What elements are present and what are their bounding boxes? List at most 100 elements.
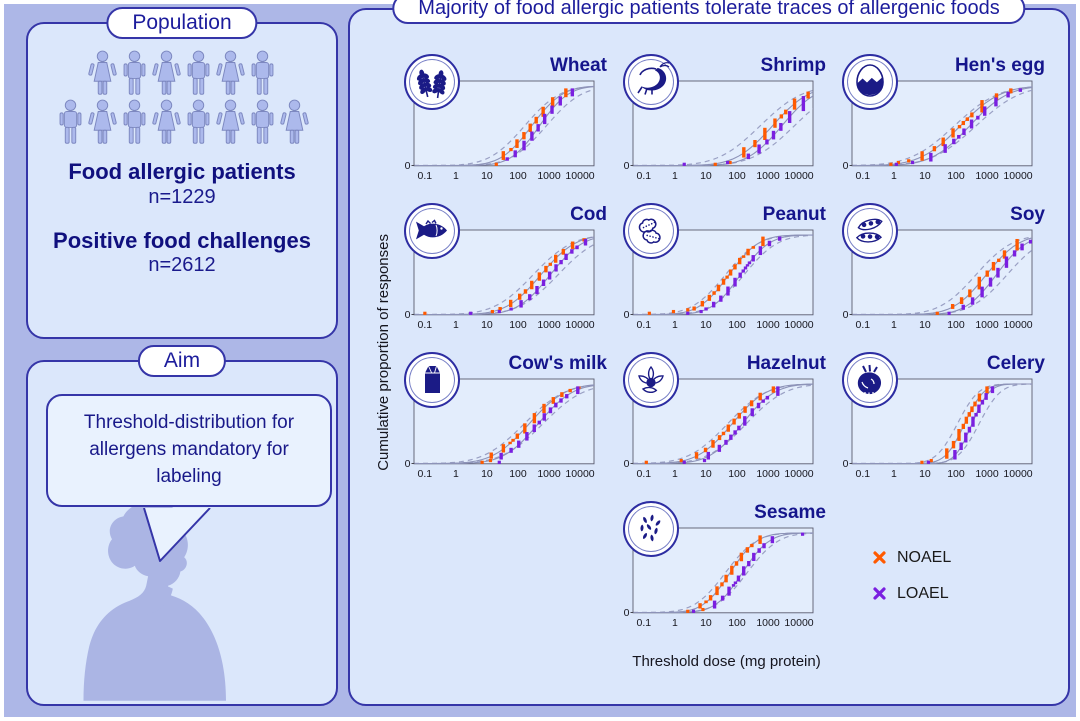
svg-text:0.1: 0.1 bbox=[637, 170, 652, 182]
svg-text:100: 100 bbox=[728, 617, 746, 629]
wheat-icon bbox=[404, 54, 460, 110]
svg-text:1: 1 bbox=[672, 319, 678, 331]
svg-text:0: 0 bbox=[843, 309, 849, 321]
chart-title: Hazelnut bbox=[746, 353, 826, 374]
hazelnut-icon bbox=[623, 352, 679, 408]
svg-text:10000: 10000 bbox=[565, 170, 594, 182]
svg-text:10: 10 bbox=[919, 468, 931, 480]
thinking-person-silhouette bbox=[83, 501, 226, 701]
aim-panel-title: Aim bbox=[137, 345, 227, 377]
svg-text:10: 10 bbox=[700, 170, 712, 182]
celery-icon bbox=[842, 352, 898, 408]
svg-text:0: 0 bbox=[405, 458, 411, 470]
chart-title: Wheat bbox=[550, 55, 607, 76]
chart-title: Hen's egg bbox=[954, 55, 1045, 76]
svg-text:1000: 1000 bbox=[975, 170, 999, 182]
svg-text:0.1: 0.1 bbox=[637, 468, 652, 480]
female-icon bbox=[215, 50, 245, 95]
male-icon bbox=[59, 99, 81, 144]
population-panel: Population Food allergic patients n=1229… bbox=[26, 7, 338, 339]
noael-cross-icon bbox=[873, 551, 886, 564]
svg-text:0.1: 0.1 bbox=[418, 170, 433, 182]
people-row bbox=[56, 99, 309, 146]
svg-text:10: 10 bbox=[700, 468, 712, 480]
legend-label: LOAEL bbox=[897, 584, 949, 602]
male-icon bbox=[251, 99, 273, 144]
svg-text:1: 1 bbox=[453, 468, 459, 480]
svg-text:1: 1 bbox=[672, 468, 678, 480]
svg-text:10000: 10000 bbox=[1003, 468, 1032, 480]
svg-text:10000: 10000 bbox=[784, 468, 813, 480]
chart-title: Soy bbox=[1010, 204, 1045, 225]
milk-icon bbox=[404, 352, 460, 408]
svg-text:1: 1 bbox=[672, 617, 678, 629]
svg-text:10000: 10000 bbox=[784, 319, 813, 331]
chart-title: Cow's milk bbox=[508, 353, 608, 374]
results-panel: Majority of food allergic patients toler… bbox=[348, 0, 1070, 706]
chart-title: Celery bbox=[986, 353, 1045, 374]
svg-text:1000: 1000 bbox=[537, 170, 561, 182]
male-icon bbox=[251, 50, 273, 95]
chart-grid: Cumulative proportion of responses Thres… bbox=[368, 54, 1055, 676]
svg-text:0.1: 0.1 bbox=[637, 617, 652, 629]
patients-count: n=1229 bbox=[148, 185, 216, 208]
svg-text:0: 0 bbox=[843, 160, 849, 172]
svg-text:10: 10 bbox=[481, 468, 493, 480]
svg-text:1: 1 bbox=[891, 319, 897, 331]
svg-text:0: 0 bbox=[843, 458, 849, 470]
svg-text:1: 1 bbox=[453, 170, 459, 182]
chart-title: Peanut bbox=[762, 204, 826, 225]
female-icon bbox=[215, 99, 245, 144]
people-row bbox=[87, 50, 277, 97]
legend-label: NOAEL bbox=[897, 548, 952, 566]
male-icon bbox=[123, 50, 145, 95]
svg-text:1: 1 bbox=[891, 468, 897, 480]
male-icon bbox=[187, 50, 209, 95]
svg-text:1: 1 bbox=[672, 170, 678, 182]
female-icon bbox=[87, 50, 117, 95]
svg-text:0.1: 0.1 bbox=[637, 319, 652, 331]
male-icon bbox=[123, 99, 145, 144]
svg-text:0: 0 bbox=[624, 309, 630, 321]
speech-bubble: Threshold-distribution for allergens man… bbox=[46, 394, 332, 507]
soy-icon bbox=[842, 203, 898, 259]
x-axis-label: Threshold dose (mg protein) bbox=[632, 653, 821, 670]
male-icon bbox=[187, 99, 209, 144]
svg-text:1000: 1000 bbox=[756, 319, 780, 331]
y-axis-label: Cumulative proportion of responses bbox=[374, 233, 392, 471]
hens-egg-icon bbox=[842, 54, 898, 110]
svg-text:0: 0 bbox=[624, 458, 630, 470]
sesame-icon bbox=[623, 501, 679, 557]
chart-plot: 0.111010010001000010 bbox=[624, 230, 814, 332]
svg-text:10: 10 bbox=[700, 617, 712, 629]
people-pictograms bbox=[28, 50, 336, 146]
svg-text:100: 100 bbox=[947, 170, 965, 182]
svg-text:1: 1 bbox=[891, 170, 897, 182]
svg-text:100: 100 bbox=[728, 468, 746, 480]
svg-text:10000: 10000 bbox=[784, 170, 813, 182]
svg-text:100: 100 bbox=[509, 468, 527, 480]
chart-title: Shrimp bbox=[760, 55, 826, 76]
chart-plot: 0.111010010001000010 bbox=[624, 379, 814, 481]
population-stats: Food allergic patients n=1229 Positive f… bbox=[28, 158, 336, 277]
svg-text:10: 10 bbox=[700, 319, 712, 331]
female-icon bbox=[279, 99, 309, 144]
svg-text:1000: 1000 bbox=[756, 468, 780, 480]
challenges-count: n=2612 bbox=[148, 254, 216, 276]
shrimp-icon bbox=[623, 54, 679, 110]
svg-text:10: 10 bbox=[919, 170, 931, 182]
svg-text:0.1: 0.1 bbox=[418, 468, 433, 480]
svg-text:1000: 1000 bbox=[756, 617, 780, 629]
svg-text:0.1: 0.1 bbox=[856, 468, 871, 480]
svg-text:1: 1 bbox=[453, 319, 459, 331]
svg-text:10: 10 bbox=[919, 319, 931, 331]
